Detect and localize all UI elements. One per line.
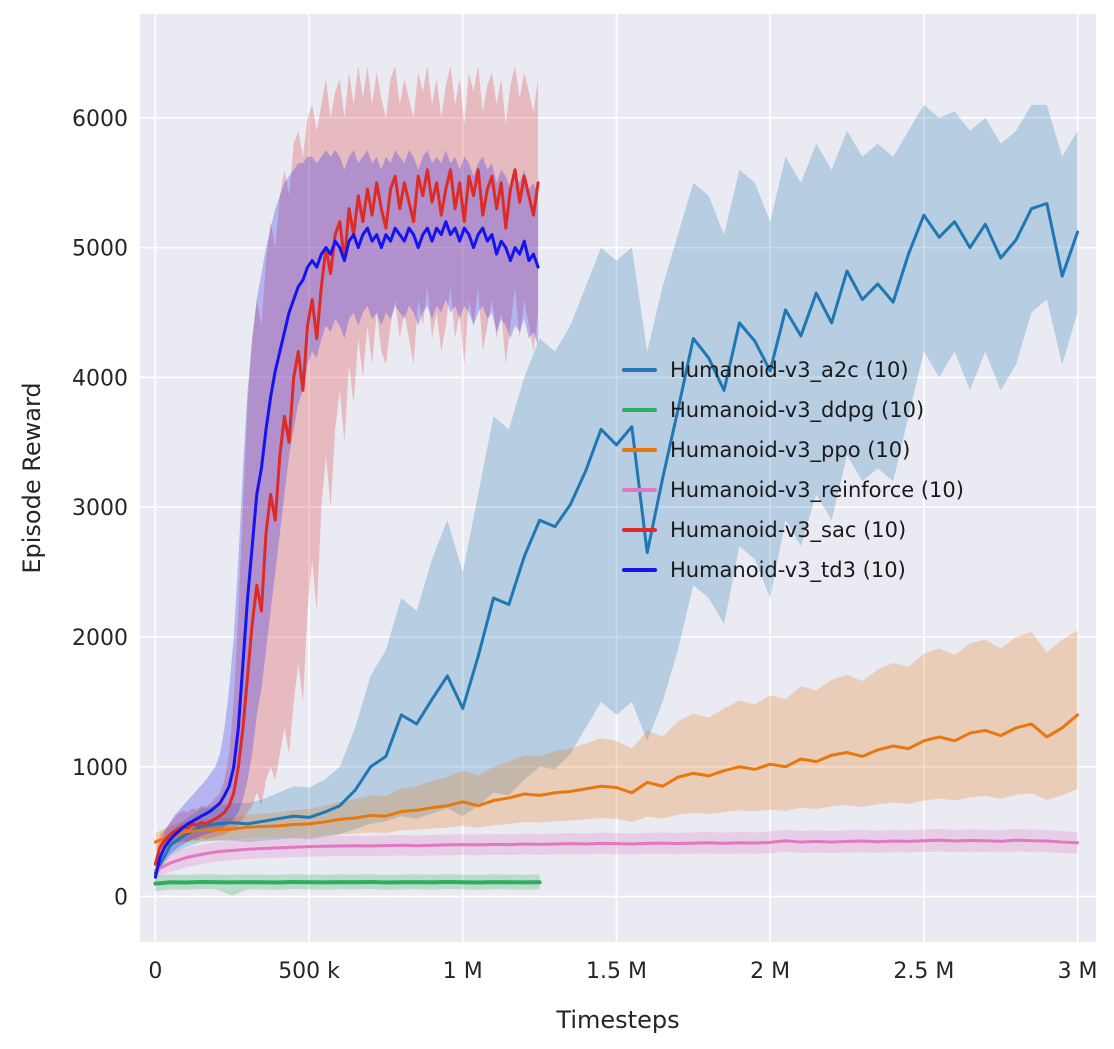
x-tick-label: 1 M: [443, 959, 483, 984]
legend-label-a2c: Humanoid-v3_a2c (10): [670, 357, 909, 382]
legend-item-ddpg: Humanoid-v3_ddpg (10): [622, 396, 964, 423]
x-tick-label: 3 M: [1058, 959, 1098, 984]
legend-swatch-reinforce: [622, 487, 657, 492]
band-sac: [155, 65, 539, 874]
y-tick-label: 0: [114, 886, 128, 911]
x-tick-label: 1.5 M: [586, 959, 647, 984]
legend-item-reinforce: Humanoid-v3_reinforce (10): [622, 476, 964, 503]
x-tick-label: 2 M: [750, 959, 790, 984]
legend-item-ppo: Humanoid-v3_ppo (10): [622, 436, 964, 463]
legend-label-ddpg: Humanoid-v3_ddpg (10): [670, 397, 925, 422]
band-ddpg: [155, 874, 540, 896]
band-ppo: [155, 630, 1078, 852]
legend: Humanoid-v3_a2c (10) Humanoid-v3_ddpg (10…: [622, 356, 964, 583]
legend-swatch-sac: [622, 527, 657, 532]
legend-label-sac: Humanoid-v3_sac (10): [670, 517, 907, 542]
x-tick-label: 2.5 M: [893, 959, 954, 984]
x-tick-label: 500 k: [278, 959, 340, 984]
legend-swatch-a2c: [622, 367, 657, 372]
y-tick-label: 6000: [72, 107, 128, 132]
x-tick-label: 0: [148, 959, 162, 984]
line-ppo: [153, 713, 1080, 844]
y-tick-label: 2000: [72, 626, 128, 651]
y-tick-label: 1000: [72, 756, 128, 781]
legend-swatch-ddpg: [622, 407, 657, 412]
legend-label-reinforce: Humanoid-v3_reinforce (10): [670, 477, 964, 502]
band-td3: [155, 150, 539, 884]
line-sac: [153, 168, 540, 866]
line-td3: [153, 220, 540, 879]
legend-item-a2c: Humanoid-v3_a2c (10): [622, 356, 964, 383]
y-tick-label: 3000: [72, 496, 128, 521]
band-a2c: [155, 104, 1078, 878]
y-axis-label: Episode Reward: [18, 382, 46, 574]
line-a2c: [153, 201, 1080, 875]
line-reinforce: [153, 838, 1080, 873]
legend-item-td3: Humanoid-v3_td3 (10): [622, 556, 964, 583]
y-tick-label: 4000: [72, 366, 128, 391]
line-ddpg: [153, 880, 542, 886]
legend-swatch-td3: [622, 567, 657, 572]
legend-label-ppo: Humanoid-v3_ppo (10): [670, 437, 911, 462]
x-axis-label: Timesteps: [556, 1006, 680, 1034]
legend-item-sac: Humanoid-v3_sac (10): [622, 516, 964, 543]
legend-swatch-ppo: [622, 447, 657, 452]
legend-label-td3: Humanoid-v3_td3 (10): [670, 557, 906, 582]
y-tick-label: 5000: [72, 237, 128, 262]
